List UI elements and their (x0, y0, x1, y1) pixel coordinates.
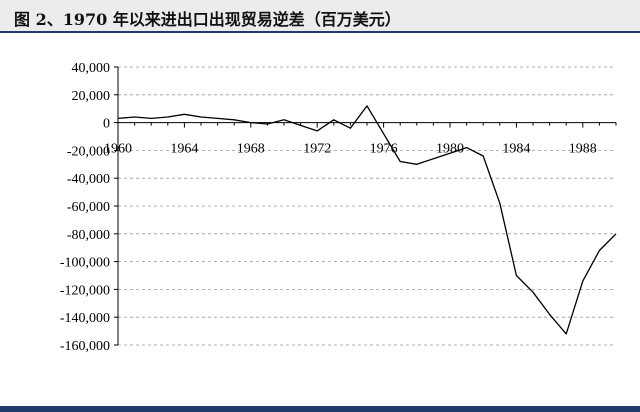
x-tick-label: 1964 (170, 142, 198, 157)
axes (114, 66, 617, 346)
series-line (117, 105, 617, 335)
y-tick-label: -80,000 (67, 228, 110, 243)
y-tick-label: -100,000 (60, 256, 110, 271)
y-tick-label: -20,000 (67, 144, 110, 159)
x-tick-label: 1984 (502, 142, 530, 157)
y-tick-label: -40,000 (67, 172, 110, 187)
y-tick-label: 0 (103, 117, 110, 132)
line-chart: 40,000 20,000 0 -20,000 -40,000 -60,000 -80,00… (60, 61, 617, 354)
y-tick-label: 20,000 (72, 89, 111, 104)
title-banner: 图 2、1970 年以来进出口出现贸易逆差（百万美元） (0, 0, 640, 33)
x-tick-label: 1972 (303, 142, 331, 157)
x-tick-labels: 1960 1964 1968 1972 1976 1980 1984 1988 (104, 142, 597, 157)
y-tick-labels: 40,000 20,000 0 -20,000 -40,000 -60,000 -80,00… (60, 61, 110, 354)
y-tick-label: -120,000 (60, 283, 110, 298)
y-tick-label: -60,000 (67, 200, 110, 215)
y-tick-label: -160,000 (60, 339, 110, 354)
y-tick-label: 40,000 (72, 61, 111, 76)
footer-bar (0, 406, 640, 412)
chart-area: 40,000 20,000 0 -20,000 -40,000 -60,000 -80,00… (0, 35, 640, 406)
chart-title: 图 2、1970 年以来进出口出现贸易逆差（百万美元） (14, 10, 401, 29)
x-tick-label: 1960 (104, 142, 132, 157)
x-tick-label: 1988 (569, 142, 597, 157)
grid-lines (118, 66, 616, 346)
series-group (117, 105, 617, 335)
x-tick-label: 1980 (436, 142, 464, 157)
y-tick-label: -140,000 (60, 311, 110, 326)
x-tick-label: 1968 (237, 142, 265, 157)
